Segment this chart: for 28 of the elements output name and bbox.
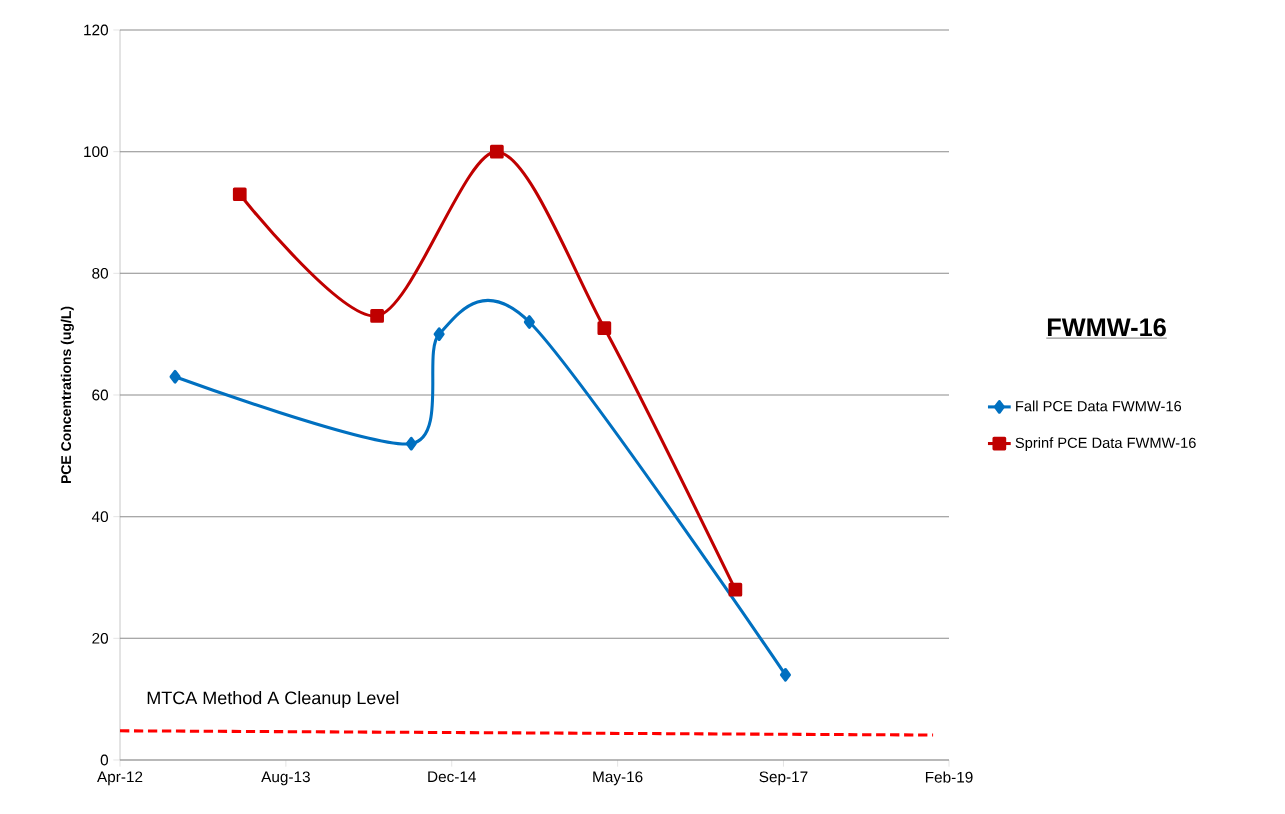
annotation: MTCA Method A Cleanup Level [147,691,399,708]
point [433,327,445,342]
y-tick-label: 60 [92,389,109,401]
point [405,436,417,451]
point [523,315,535,329]
text: FWMW-16 [1047,318,1166,337]
y-tick-label: 120 [84,24,109,36]
legend-label: Fall PCE Data FWMW-16 [1016,400,1182,412]
x-tick-label: Sep-17 [759,771,808,786]
y-tick-label: 100 [84,146,109,158]
x-tick-label: May-16 [593,771,643,786]
y-tick-label: 40 [91,511,109,523]
x-tick-label: Apr-12 [97,771,143,786]
x-tick-label: Feb-19 [925,771,973,783]
point [597,321,612,335]
legend-label: Sprinf PCE Data FWMW-16 [1015,437,1196,451]
x-tick-label: Dec-14 [428,771,476,783]
y-axis-title: PCE Concentrations (ug/L) [60,306,74,484]
point [232,187,247,202]
y-tick-label: 0 [100,754,109,766]
x-tick-label: Aug-13 [261,771,310,786]
point [169,369,181,384]
point [489,144,504,159]
point [779,667,791,682]
point [728,582,743,597]
y-tick-label: 80 [92,267,109,279]
point [370,309,384,323]
y-tick-label: 20 [92,632,109,644]
